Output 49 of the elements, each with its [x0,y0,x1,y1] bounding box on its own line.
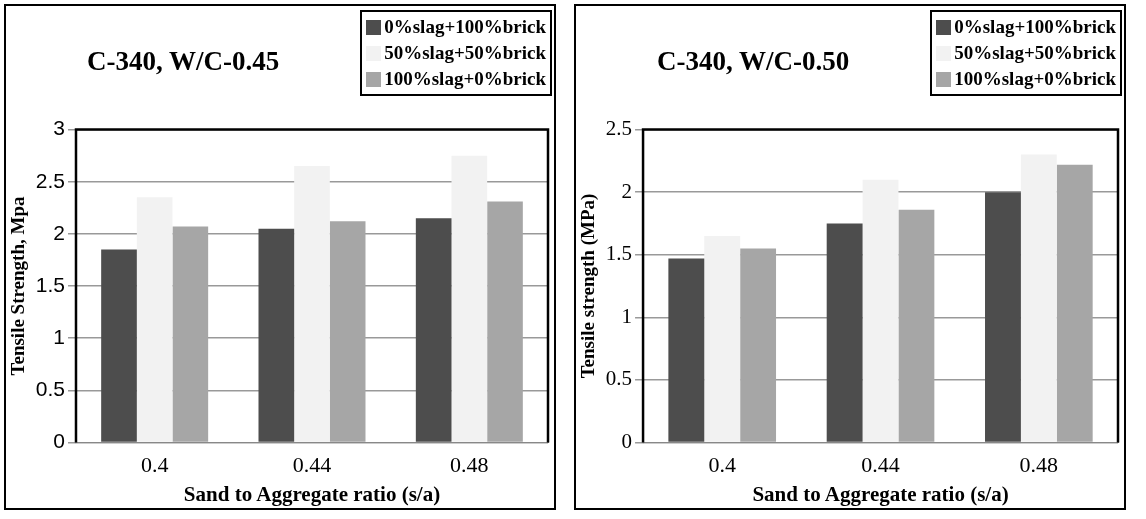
bar [101,249,137,442]
chart-title: C-340, W/C-0.45 [86,45,281,77]
y-tick-label: 1 [621,303,633,328]
bar [294,166,330,442]
legend-label: 50%slag+50%brick [954,41,1116,65]
x-axis-title: Sand to Aggregate ratio (s/a) [752,481,1009,506]
x-tick-label: 0.4 [140,452,169,478]
bar [704,235,741,442]
y-tick-label: 0 [621,428,633,453]
y-tick-label: 1.5 [605,241,633,266]
legend-label: 0%slag+100%brick [954,15,1116,39]
y-tick-label: 0.5 [35,377,65,401]
bar [451,155,488,442]
bar [487,201,523,442]
y-axis-title: Tensile Strength, Mpa [7,196,29,376]
x-tick-label: 0.44 [861,452,900,478]
bar [740,248,777,442]
y-axis-title: Tensile strength (MPa) [577,193,600,379]
y-tick-label: 3 [53,116,65,140]
y-tick-label: 0 [53,429,65,453]
x-tick-label: 0.48 [450,452,489,478]
bar [1056,164,1093,442]
bar [329,221,366,442]
bar [985,192,1021,442]
x-tick-label: 0.4 [708,452,736,478]
bar [1020,154,1057,442]
bar [258,228,295,442]
y-tick-label: 2 [621,178,633,203]
y-tick-label: 2 [53,220,65,244]
bar [862,179,899,442]
x-axis-title: Sand to Aggregate ratio (s/a) [183,481,441,506]
y-tick-label: 2.5 [605,116,633,141]
y-tick-label: 1 [53,324,65,348]
bar [826,223,863,442]
legend-label: 50%slag+50%brick [384,41,546,65]
y-tick-label: 1.5 [35,272,65,296]
chart-title: C-340, W/C-0.50 [656,45,851,77]
bar [668,258,705,442]
bar [172,226,209,442]
x-tick-label: 0.44 [292,452,332,478]
legend-label: 100%slag+0%brick [384,67,546,91]
x-tick-label: 0.48 [1019,452,1059,478]
legend-label: 100%slag+0%brick [954,67,1116,91]
bar [136,197,173,442]
y-tick-label: 0.5 [605,366,633,391]
legend-label: 0%slag+100%brick [384,15,546,39]
y-tick-label: 2.5 [35,168,65,192]
bar [898,209,935,442]
bar [415,218,452,442]
